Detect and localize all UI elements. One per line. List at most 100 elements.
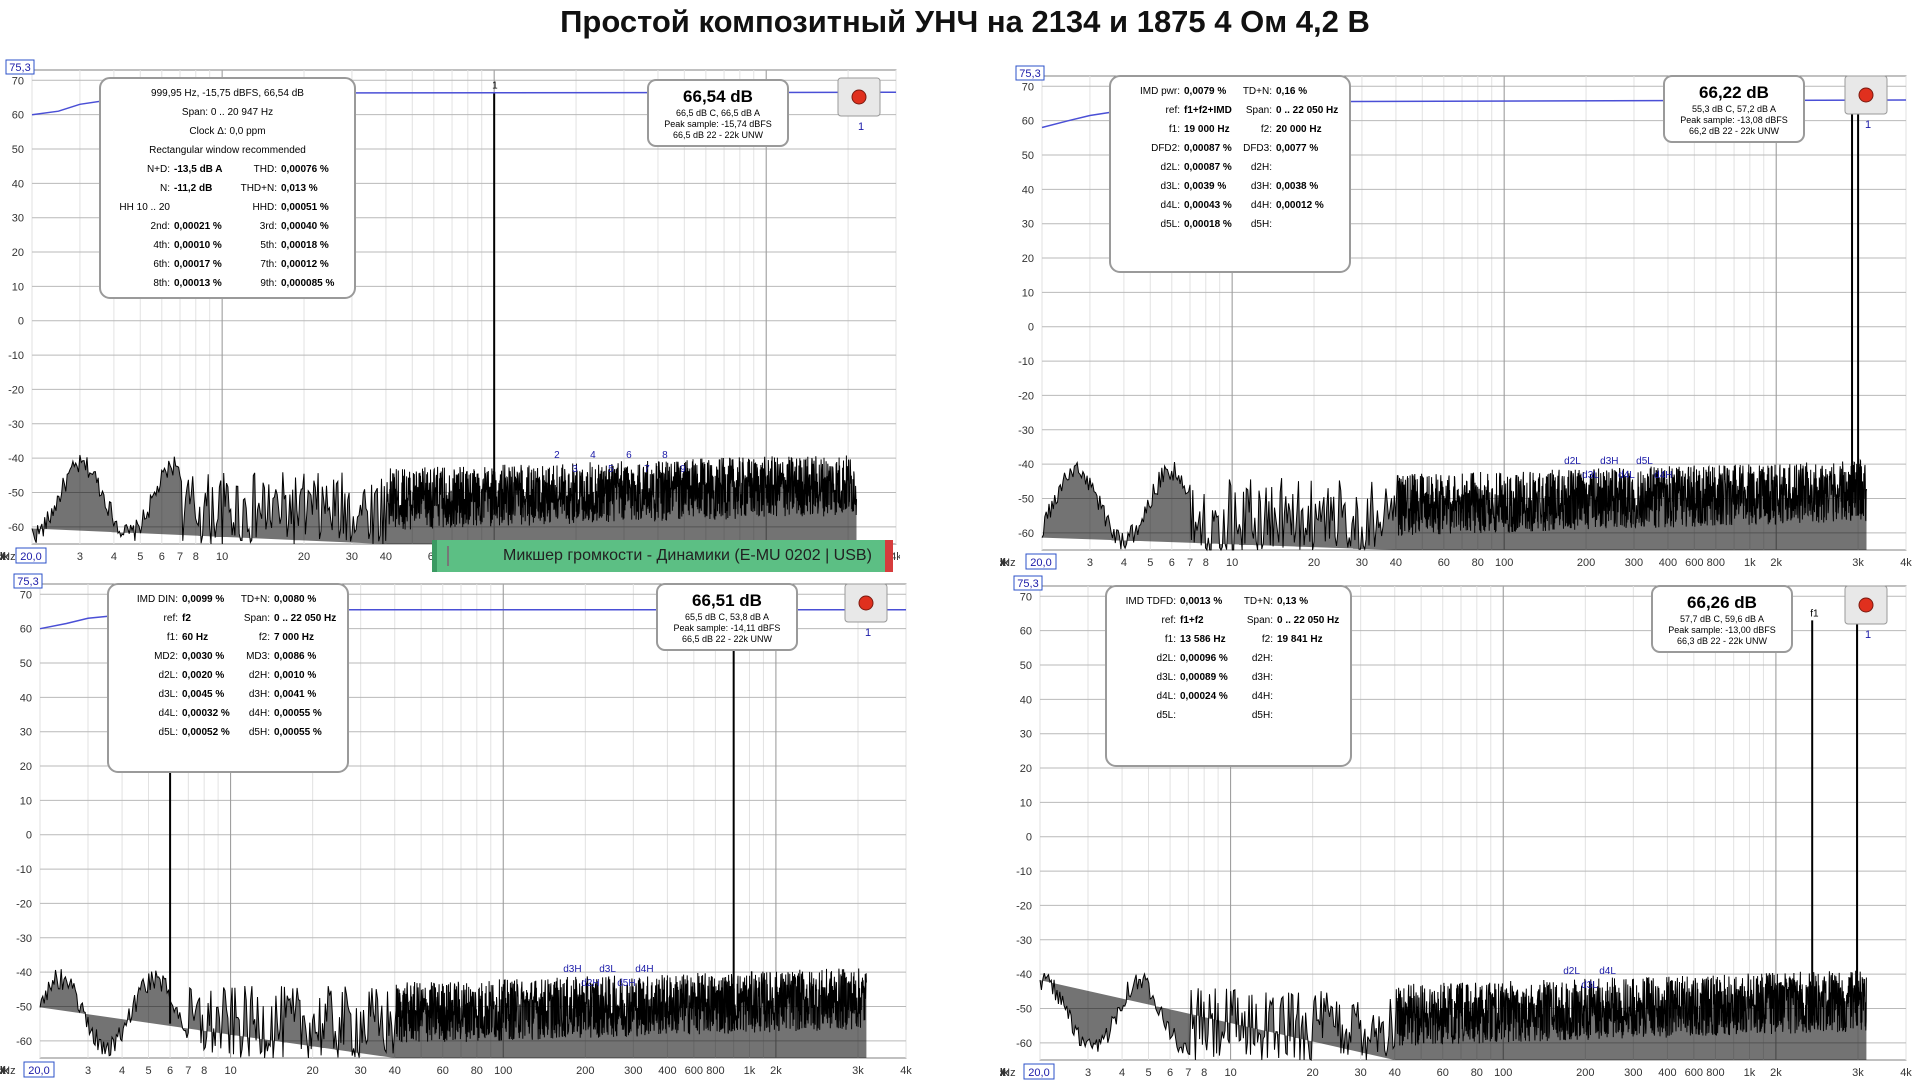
x-left-box: [15, 547, 47, 564]
x-tick-label: 10: [1224, 1067, 1236, 1079]
info-row-value: 0,00040 %: [281, 221, 329, 232]
y-tick-label: 0: [26, 830, 32, 842]
info-row-value: 60 Hz: [182, 632, 208, 643]
info-row-value: 0,000085 %: [281, 278, 334, 289]
info-row-value: 0,00055 %: [274, 727, 322, 738]
x-tick-label: 6k: [1000, 557, 1006, 569]
x-tick-label: 7: [177, 551, 183, 563]
info-line: Span: 0 .. 20 947 Hz: [182, 107, 273, 118]
record-dot-icon: [851, 89, 867, 105]
x-tick-label: 100: [1494, 1067, 1512, 1079]
info-row-value: f1+f2: [1180, 615, 1204, 626]
record-dot-icon: [1858, 597, 1874, 613]
channel-label: 1: [858, 121, 864, 133]
y-tick-label: -40: [8, 453, 24, 465]
info-row-key: ref:: [1166, 105, 1180, 116]
info-row-key: f2:: [1261, 124, 1272, 135]
info-row-value: 0,00052 %: [182, 727, 230, 738]
x-tick-label: 4: [1121, 557, 1127, 569]
info-row-key: 8th:: [153, 278, 170, 289]
info-row-key: d3L:: [159, 689, 178, 700]
info-row-value: 0 .. 22 050 Hz: [274, 613, 336, 624]
x-tick-label: 60: [1438, 557, 1450, 569]
info-row-key: DFD3:: [1243, 143, 1272, 154]
noise-floor-fill: [32, 455, 857, 544]
x-tick-label: 600: [1685, 1067, 1703, 1079]
info-row-value: 0,00021 %: [174, 221, 222, 232]
x-tick-label: 20k: [0, 1065, 9, 1077]
peak-box-line: 66,2 dB 22 - 22k UNW: [1689, 126, 1780, 136]
info-row-value: 0,00096 %: [1180, 653, 1228, 664]
info-row-value: 19 000 Hz: [1184, 124, 1230, 135]
info-row-value: 0,0041 %: [274, 689, 316, 700]
y-tick-label: 0: [1026, 832, 1032, 844]
y-top-box: [1013, 575, 1043, 591]
info-row-value: 0,00018 %: [281, 240, 329, 251]
info-row-value: 0,0077 %: [1276, 143, 1318, 154]
peak-box-value: 66,26 dB: [1687, 593, 1757, 612]
mixer-bar-label: Микшер громкости - Динамики (E-MU 0202 |…: [503, 547, 872, 564]
x-tick-label: 3: [85, 1065, 91, 1077]
y-tick-label: -60: [1016, 1038, 1032, 1050]
noise-floor-fill: [1042, 460, 1867, 550]
x-tick-label: 200: [1577, 557, 1595, 569]
info-row-key: d3L:: [1157, 672, 1176, 683]
x-tick-label: 5: [145, 1065, 151, 1077]
peak-box-line: 66,5 dB 22 - 22k UNW: [673, 130, 764, 140]
y-tick-label: 70: [1022, 81, 1034, 93]
info-row-key: N+D:: [147, 164, 170, 175]
info-row-key: 6th:: [153, 259, 170, 270]
x-left-label: 20,0: [28, 1065, 49, 1077]
info-row-key: d5L:: [1161, 219, 1180, 230]
x-tick-label: 200: [576, 1065, 594, 1077]
info-row-key: ref:: [1162, 615, 1176, 626]
x-tick-label: 10k: [1000, 557, 1009, 569]
peak-box: [1651, 585, 1793, 653]
y-tick-label: 50: [1022, 150, 1034, 162]
y-tick-label: 30: [1022, 219, 1034, 231]
x-tick-label: 5k: [1000, 557, 1006, 569]
y-tick-label: 60: [20, 624, 32, 636]
x-tick-label: 30kHz: [1000, 557, 1016, 569]
harmonic-marker-label: d2H: [581, 978, 599, 989]
volume-mixer-bar[interactable]: Микшер громкости - Динамики (E-MU 0202 |…: [432, 540, 893, 572]
info-row-key: d5H:: [1251, 219, 1272, 230]
harmonic-marker-label: 2: [554, 450, 560, 461]
x-tick-label: 40: [389, 1065, 401, 1077]
x-tick-label: 300: [1624, 1067, 1642, 1079]
y-tick-label: 40: [20, 692, 32, 704]
mixer-close-marker: [885, 540, 893, 572]
info-row-key: f1:: [167, 632, 178, 643]
y-top-box: [5, 59, 35, 75]
info-row-key: f1:: [1169, 124, 1180, 135]
info-row-value: 0,0086 %: [274, 651, 316, 662]
info-row-key: d3H:: [1251, 181, 1272, 192]
y-tick-label: 10: [1020, 797, 1032, 809]
peak-box-line: 55,3 dB C, 57,2 dB A: [1692, 104, 1776, 114]
x-tick-label: 3: [77, 551, 83, 563]
info-box: [107, 583, 349, 773]
info-row-key: THD:: [254, 164, 277, 175]
info-row-key: d4H:: [249, 708, 270, 719]
info-row-key: d5L:: [159, 727, 178, 738]
y-tick-label: -40: [1016, 969, 1032, 981]
imd-pwr-spectrum-panel: 70 60 50 40 30 20 10 0 -10 -20 -30 -40 -50 -60 3 4 5 6 7 8 1…: [1000, 64, 1922, 571]
info-row-key: TD+N:: [1244, 596, 1273, 607]
info-row-key: d5H:: [249, 727, 270, 738]
info-row-value: 0,0010 %: [274, 670, 316, 681]
x-tick-label: 40: [1389, 1067, 1401, 1079]
y-tick-label: 40: [1022, 184, 1034, 196]
y-tick-label: 20: [1020, 763, 1032, 775]
info-row-key: d3L:: [1161, 181, 1180, 192]
peak-box-line: 65,5 dB C, 53,8 dB A: [685, 612, 769, 622]
x-tick-label: 1k: [744, 1065, 756, 1077]
x-tick-label: 10: [224, 1065, 236, 1077]
y-top-label: 75,3: [1019, 68, 1040, 80]
x-tick-label: 6: [159, 551, 165, 563]
x-tick-label: 6: [1167, 1067, 1173, 1079]
y-tick-label: 50: [12, 144, 24, 156]
info-row-key: f1:: [1165, 634, 1176, 645]
info-row-key: d3H:: [249, 689, 270, 700]
x-tick-label: 6: [1169, 557, 1175, 569]
